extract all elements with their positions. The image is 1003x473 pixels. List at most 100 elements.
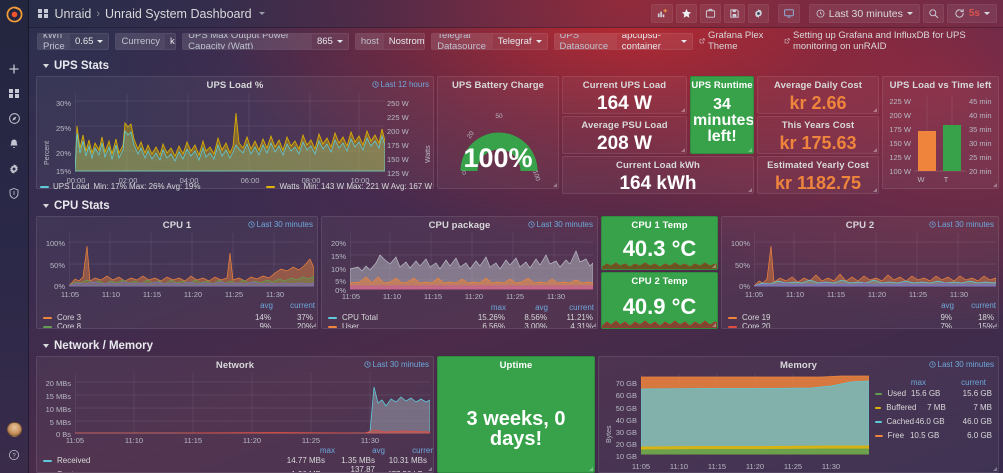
panel-cpu-package[interactable]: CPU package Last 30 minutes 20% 15% 10% … (321, 216, 598, 329)
chevron-down-icon[interactable] (258, 12, 265, 15)
panel-cpu-2-temp[interactable]: CPU 2 Temp 40.9 °C (601, 272, 718, 329)
breadcrumb-home[interactable]: Unraid (54, 6, 92, 21)
variable-host[interactable]: host Nostromo (354, 32, 426, 50)
variable-value[interactable]: Nostromo (384, 34, 424, 49)
resize-handle[interactable] (428, 467, 432, 471)
row-header-cpu-stats[interactable]: CPU Stats (40, 200, 110, 212)
variable-value[interactable]: Telegraf (493, 34, 547, 49)
variable-value[interactable]: kr (165, 34, 175, 49)
legend-item[interactable]: Used 15.6 GB 15.6 GB (875, 389, 992, 398)
panel-this-years-cost[interactable]: This Years Cost kr 175.63 (757, 116, 879, 154)
panel-memory[interactable]: Memory Last 30 minutes Bytes 70 GB 60 GB… (598, 356, 999, 473)
resize-handle[interactable] (592, 323, 596, 327)
sidebar-item-help[interactable]: ? (0, 442, 29, 467)
sidebar-item-profile[interactable] (0, 417, 29, 442)
variable-telegraf-datasource[interactable]: Telegraf Datasource Telegraf (431, 32, 548, 50)
panel-current-load-kwh[interactable]: Current Load kWh 164 kWh (562, 156, 754, 194)
resize-handle[interactable] (712, 323, 716, 327)
resize-handle[interactable] (553, 183, 557, 187)
resize-handle[interactable] (748, 148, 752, 152)
row-header-network-memory[interactable]: Network / Memory (40, 340, 153, 352)
panel-cpu-1[interactable]: CPU 1 Last 30 minutes 100% 50% 0% 11:05 … (36, 216, 318, 329)
panel-estimated-yearly-cost[interactable]: Estimated Yearly Cost kr 1182.75 (757, 156, 879, 194)
dashboard-settings-button[interactable] (747, 4, 769, 23)
sidebar-item-configuration[interactable] (0, 156, 29, 181)
dashboard-link-ups-guide[interactable]: Setting up Grafana and InfluxDB for UPS … (784, 30, 997, 52)
grafana-logo[interactable] (0, 0, 29, 28)
legend-item[interactable]: CPU Total 15.26% 8.56% 11.21% (328, 313, 593, 322)
resize-handle[interactable] (873, 188, 877, 192)
legend-header[interactable]: current (290, 301, 315, 310)
legend-item[interactable]: Received 14.77 MBs 1.35 MBs 10.31 MBs (43, 456, 427, 465)
legend-item[interactable]: Core 8 9% 20% (43, 322, 313, 328)
share-dashboard-button[interactable] (699, 4, 721, 23)
panel-average-psu-load[interactable]: Average PSU Load 208 W (562, 116, 687, 154)
legend-header[interactable]: current (412, 446, 433, 455)
panel-cpu-2[interactable]: CPU 2 Last 30 minutes 100% 50% 0% 11:05 … (721, 216, 999, 329)
sidebar-item-create[interactable] (0, 56, 29, 81)
add-panel-button[interactable] (650, 4, 673, 23)
legend-header[interactable]: max (319, 446, 335, 455)
sidebar-item-server-admin[interactable] (0, 181, 29, 206)
variable-value[interactable]: 865 (312, 34, 348, 49)
resize-handle[interactable] (681, 148, 685, 152)
kiosk-mode-button[interactable] (777, 4, 800, 23)
refresh-picker[interactable]: 5s (946, 4, 997, 23)
sidebar-item-explore[interactable] (0, 106, 29, 131)
legend-item[interactable]: Core 20 7% 15% (728, 322, 994, 328)
legend-header[interactable]: avg (941, 301, 954, 310)
resize-handle[interactable] (873, 108, 877, 112)
legend-item[interactable]: Watts Min: 143 W Max: 221 W Avg: 167 W (266, 182, 432, 191)
zoom-out-time-button[interactable] (922, 4, 944, 23)
mark-favorite-button[interactable] (675, 4, 697, 23)
variable-currency[interactable]: Currency kr (115, 32, 177, 50)
breadcrumb-dashboard[interactable]: Unraid System Dashboard (105, 6, 252, 21)
time-range-picker[interactable]: Last 30 minutes (808, 4, 920, 23)
legend-item[interactable]: Cached 46.0 GB 46.0 GB (875, 417, 992, 426)
row-header-ups-stats[interactable]: UPS Stats (40, 60, 109, 72)
legend-header[interactable]: max (910, 378, 926, 387)
panel-ups-battery-charge[interactable]: UPS Battery Charge 0 20 50 100 100% (437, 76, 559, 189)
panel-average-daily-cost[interactable]: Average Daily Cost kr 2.66 (757, 76, 879, 114)
resize-handle[interactable] (748, 188, 752, 192)
dashboard-link-plex-theme[interactable]: Grafana Plex Theme (699, 30, 774, 52)
panel-ups-load-percent[interactable]: UPS Load % Last 12 hours Percent Watts 3… (36, 76, 434, 189)
legend-header[interactable]: avg (260, 301, 273, 310)
variable-ups-datasource[interactable]: UPS Datasource apcupsd-container (553, 32, 693, 50)
sidebar-item-dashboards[interactable] (0, 81, 29, 106)
legend-item[interactable]: Free 10.5 GB 6.0 GB (875, 431, 992, 440)
legend-header[interactable]: current (569, 303, 594, 312)
save-dashboard-button[interactable] (723, 4, 745, 23)
legend-item[interactable]: Buffered 7 MB 7 MB (875, 403, 992, 412)
resize-handle[interactable] (873, 148, 877, 152)
legend-item[interactable]: UPS Load Min: 17% Max: 26% Avg: 19% (40, 182, 201, 191)
resize-handle[interactable] (993, 183, 997, 187)
legend-header[interactable]: max (490, 303, 506, 312)
variable-value[interactable]: apcupsd-container (617, 34, 692, 49)
resize-handle[interactable] (993, 467, 997, 471)
panel-network[interactable]: Network Last 30 minutes 20 MBs 15 MBs 10… (36, 356, 434, 473)
legend-header[interactable]: avg (535, 303, 548, 312)
legend-item[interactable]: User 6.56% 3.00% 4.31% (328, 322, 593, 328)
resize-handle[interactable] (712, 264, 716, 268)
panel-current-ups-load[interactable]: Current UPS Load 164 W (562, 76, 687, 114)
folder-grid-icon[interactable] (38, 8, 48, 19)
resize-handle[interactable] (681, 108, 685, 112)
legend-header[interactable]: current (961, 378, 986, 387)
panel-cpu-1-temp[interactable]: CPU 1 Temp 40.3 °C (601, 216, 718, 270)
variable-kwh-price[interactable]: kWh Price 0.65 (37, 32, 110, 50)
legend-header[interactable]: current (971, 301, 996, 310)
sidebar-item-alerting[interactable] (0, 131, 29, 156)
variable-ups-max-output[interactable]: UPS Max Output Power Capacity (Watt) 865 (182, 32, 349, 50)
resize-handle[interactable] (589, 467, 593, 471)
legend-item[interactable]: Core 3 14% 37% (43, 313, 313, 322)
panel-ups-runtime[interactable]: UPS Runtime 34 minutes left! (690, 76, 754, 154)
variable-value[interactable]: 0.65 (70, 34, 108, 49)
resize-handle[interactable] (312, 323, 316, 327)
legend-header[interactable]: avg (372, 446, 385, 455)
legend-item[interactable]: Sent 1.26 MBs 137.87 kBs 477.50 kBs (43, 465, 427, 472)
resize-handle[interactable] (993, 323, 997, 327)
panel-uptime[interactable]: Uptime 3 weeks, 0 days! (437, 356, 595, 473)
legend-item[interactable]: Core 19 9% 18% (728, 313, 994, 322)
panel-ups-load-vs-time-left[interactable]: UPS Load vs Time left 225 W 200 W 175 W … (882, 76, 999, 189)
